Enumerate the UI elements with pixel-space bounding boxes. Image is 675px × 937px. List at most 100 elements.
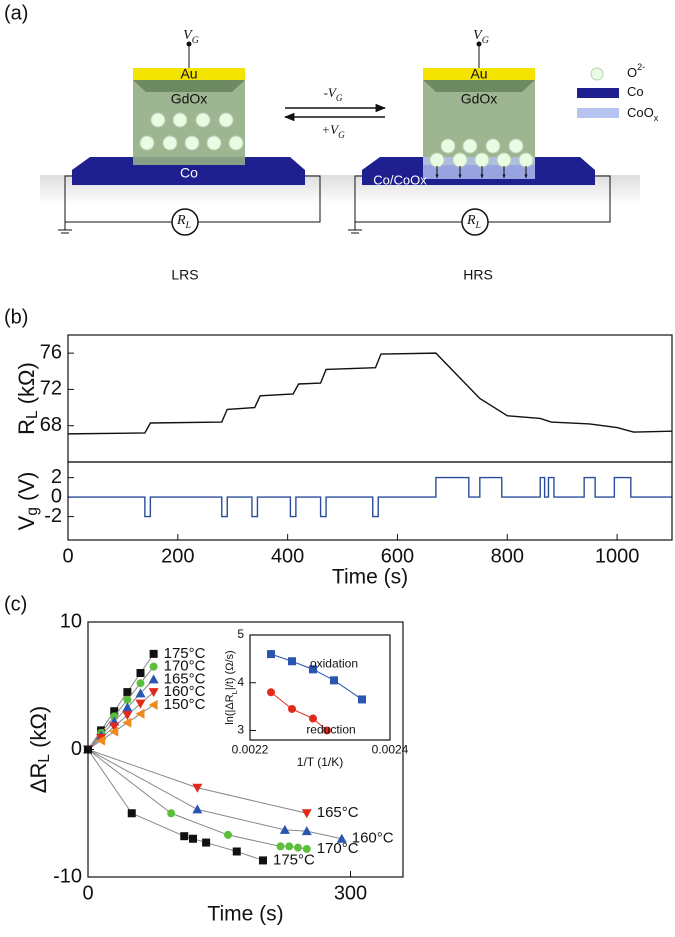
text-part: G: [192, 35, 199, 46]
plot-frame: [87, 621, 404, 878]
series-line: [87, 749, 307, 814]
y-tick-label: 4: [237, 675, 244, 689]
text-part: x: [654, 113, 659, 123]
data-point: [96, 735, 106, 746]
series-label: 175°C: [273, 851, 315, 868]
x-axis-label: Time (s): [332, 566, 408, 589]
data-point: [123, 688, 132, 697]
x-tick-label: 800: [491, 545, 524, 567]
panel-label: (b): [4, 306, 28, 328]
data-point: [294, 843, 302, 852]
y-tick-label: -10: [53, 865, 82, 887]
x-tick-label: 1000: [595, 545, 640, 567]
data-point: [109, 726, 119, 737]
text-part: -V: [324, 85, 338, 100]
data-point: [148, 674, 159, 684]
data-point: [330, 676, 338, 685]
data-point: [192, 783, 203, 793]
series-line: [67, 352, 673, 435]
y-tick-label: 68: [40, 414, 62, 436]
data-point: [358, 695, 366, 704]
series-label: 170°C: [164, 658, 206, 675]
data-point: [192, 804, 203, 814]
data-point: [259, 856, 267, 865]
x-tick-label: 0: [82, 882, 93, 904]
data-point: [110, 707, 119, 716]
y-axis-label: ΔRL (kΩ): [26, 706, 53, 793]
data-point: [167, 809, 176, 818]
data-point: [323, 726, 331, 735]
layer-label: Au: [470, 66, 487, 82]
series-line: [87, 749, 264, 861]
resistor-label: RL: [176, 213, 191, 231]
data-point: [148, 699, 158, 710]
data-point: [110, 712, 119, 721]
text-part: O: [627, 65, 637, 80]
y-tick-label: -2: [44, 505, 62, 527]
text-part: G: [338, 130, 345, 140]
panel-label: (a): [4, 2, 28, 24]
data-point: [301, 826, 312, 836]
data-point: [136, 679, 145, 688]
y-tick-label: 3: [237, 723, 244, 737]
text-part: L: [24, 410, 41, 419]
text-part: R: [466, 213, 476, 228]
layer-label: Co/CoOx: [373, 172, 427, 187]
data-point: [136, 669, 145, 677]
series-line: [270, 691, 328, 731]
data-point: [276, 842, 285, 851]
text-part: R: [14, 419, 39, 435]
x-tick-label: 200: [161, 545, 194, 567]
legend-label: O2-: [627, 62, 645, 80]
data-point: [149, 649, 158, 658]
layer-label: GdOx: [461, 91, 498, 107]
text-part: L: [475, 220, 481, 231]
text-part: G: [482, 35, 489, 46]
series-label: 160°C: [164, 683, 206, 700]
y-tick-label: 76: [40, 341, 62, 363]
series-label: 165°C: [317, 804, 359, 821]
text-part: L: [230, 689, 239, 694]
data-point: [135, 699, 146, 709]
series-label: 160°C: [352, 830, 394, 847]
text-part: (kΩ): [26, 706, 51, 754]
x-tick-label: 0.0022: [232, 742, 269, 756]
arrow-label: +VG: [321, 122, 345, 140]
y-tick-label: 2: [51, 466, 62, 488]
x-axis-label: Time (s): [207, 903, 283, 926]
x-tick-label: 400: [271, 545, 304, 567]
data-point: [109, 722, 120, 732]
y-tick-label: 0: [71, 738, 82, 760]
text-part: G: [336, 93, 343, 103]
data-point: [309, 714, 317, 723]
data-point: [288, 704, 296, 713]
device-diagram: [40, 41, 640, 236]
text-part: L: [36, 754, 53, 763]
series-label: 175°C: [164, 645, 206, 662]
x-tick-label: 0.0024: [372, 742, 409, 756]
data-point: [122, 717, 132, 728]
legend-label: CoOx: [627, 105, 659, 123]
data-point: [309, 665, 317, 674]
data-point: [302, 844, 311, 853]
text-part: R: [176, 213, 186, 228]
data-point: [301, 809, 312, 819]
y-tick-label: 10: [60, 610, 82, 632]
data-point: [148, 688, 159, 698]
text-part: |/t) (Ω/s): [224, 650, 236, 690]
x-tick-label: 0: [62, 545, 73, 567]
y-axis-label: Vg (V): [14, 472, 41, 531]
text-part: L: [185, 220, 191, 231]
data-point: [123, 695, 132, 704]
text-part: g: [24, 507, 41, 516]
arrow-label: -VG: [324, 85, 343, 103]
x-tick-label: 600: [381, 545, 414, 567]
data-point: [267, 688, 275, 697]
layer-label: GdOx: [171, 91, 208, 107]
series-label: 170°C: [317, 840, 359, 857]
plot-frame: [249, 634, 391, 741]
layer-label: Au: [180, 66, 197, 82]
series-label: 150°C: [164, 696, 206, 713]
data-point: [285, 842, 294, 851]
